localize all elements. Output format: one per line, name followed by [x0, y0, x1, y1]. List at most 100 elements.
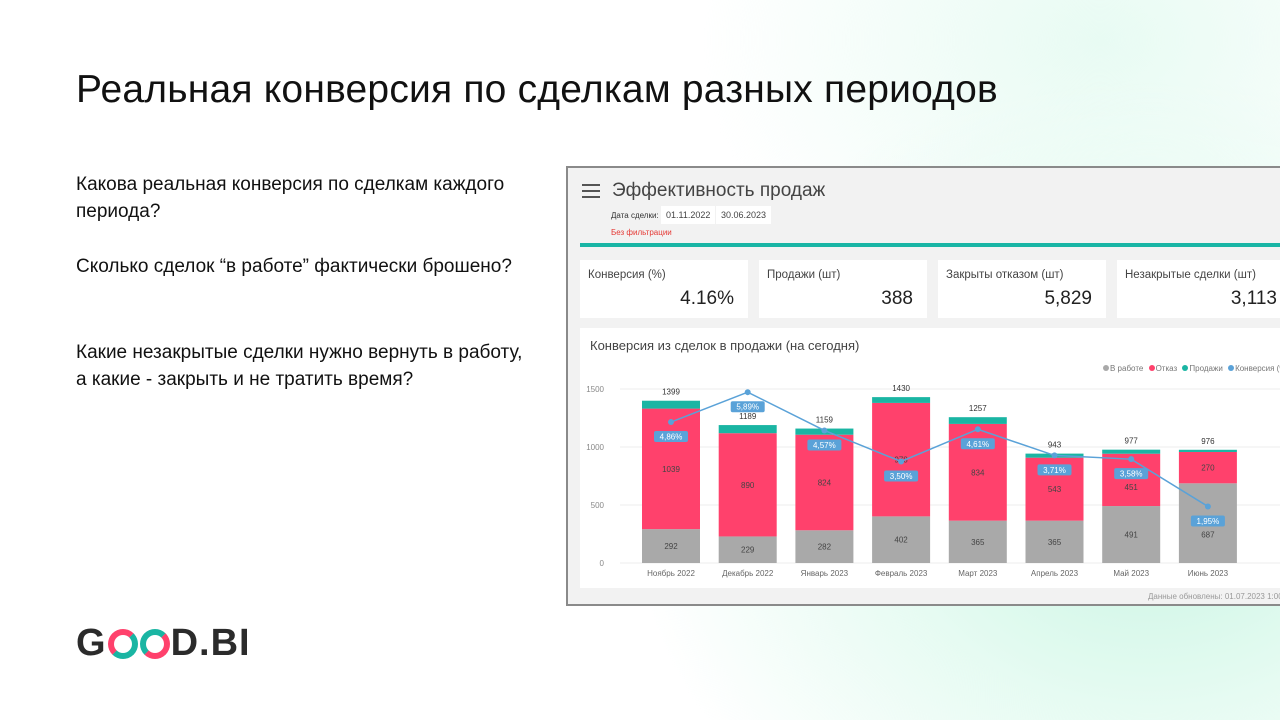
- conversion-point: [1204, 503, 1211, 510]
- conversion-label: 4,57%: [813, 441, 836, 450]
- menu-icon[interactable]: [582, 184, 600, 202]
- y-tick-label: 1500: [586, 385, 604, 394]
- bar-work: [872, 516, 931, 563]
- conversion-line: [670, 391, 1209, 508]
- bar-sales: [1102, 449, 1161, 454]
- kpi-open-deals: Незакрытые сделки (шт) 3,113: [1117, 260, 1280, 318]
- bar-refusal: [1102, 453, 1161, 507]
- x-tick-label: Январь 2023: [801, 569, 849, 578]
- legend-dot-sales: [1182, 365, 1189, 371]
- bar-work: [1025, 520, 1084, 563]
- conversion-point: [1051, 452, 1058, 459]
- conversion-label-bg: [730, 401, 765, 413]
- y-tick-label: 0: [600, 559, 605, 568]
- y-tick-label: 500: [591, 501, 605, 510]
- conversion-label-bg: [1114, 468, 1149, 480]
- bar-sales: [872, 397, 931, 403]
- conversion-point: [821, 427, 828, 434]
- bar-value-label: 491: [1125, 531, 1139, 540]
- stacked-bar-chart: 05001000150024629210391399Ноябрь 2022229…: [586, 384, 1280, 578]
- bar-refusal: [718, 433, 777, 537]
- date-label: Дата сделки:: [611, 211, 659, 220]
- conversion-label-bg: [960, 438, 995, 450]
- date-from-input[interactable]: 01.11.2022: [661, 206, 716, 224]
- conversion-label: 1,95%: [1197, 517, 1220, 526]
- date-to-input[interactable]: 30.06.2023: [716, 206, 772, 224]
- bar-value-label: 365: [971, 538, 985, 547]
- kpi-conversion: Конверсия (%) 4.16%: [580, 260, 748, 318]
- bar-value-label: 451: [1125, 483, 1139, 492]
- bar-sales: [718, 425, 777, 434]
- kpi-label: Конверсия (%): [588, 269, 666, 281]
- bar-value-label: 824: [818, 478, 832, 487]
- conversion-label: 4,86%: [660, 433, 683, 442]
- legend-sales[interactable]: Продажи: [1189, 364, 1223, 373]
- bar-refusal: [1178, 451, 1237, 484]
- bar-total-label: 943: [1048, 441, 1062, 450]
- conversion-point: [898, 458, 905, 465]
- bar-total-label: 1189: [739, 412, 757, 421]
- question-3: Какие незакрытые сделки нужно вернуть в …: [76, 342, 523, 390]
- chart-title: Конверсия из сделок в продажи (на сегодн…: [590, 338, 860, 353]
- conversion-point: [1128, 456, 1135, 463]
- bar-work: [718, 536, 777, 563]
- bar-value-label: 402: [894, 536, 908, 545]
- kpi-value: 3,113: [1230, 288, 1277, 309]
- bar-work: [795, 530, 854, 563]
- bar-value-label: 687: [1201, 530, 1215, 539]
- conversion-label-bg: [1190, 515, 1225, 527]
- bar-work: [948, 520, 1007, 563]
- conversion-point: [668, 419, 674, 426]
- bar-total-label: 1159: [816, 416, 834, 425]
- bar-value-label: 270: [1201, 464, 1215, 473]
- kpi-refused: Закрыты отказом (шт) 5,829: [938, 260, 1106, 318]
- dashboard-title: Эффективность продаж: [612, 180, 826, 201]
- conversion-label-bg: [1037, 464, 1072, 476]
- bar-total-label: 977: [1125, 437, 1139, 446]
- legend-refusal[interactable]: Отказ: [1155, 364, 1178, 373]
- x-tick-label: Май 2023: [1113, 569, 1149, 578]
- bar-sales: [1178, 449, 1237, 452]
- conversion-label: 4,61%: [966, 440, 989, 449]
- kpi-label: Незакрытые сделки (шт): [1125, 269, 1256, 281]
- goodbi-logo: G D.BI: [76, 622, 251, 664]
- bar-refusal: [795, 434, 854, 531]
- legend-dot-work: [1103, 365, 1109, 371]
- bar-sales: [948, 417, 1007, 424]
- conversion-point: [974, 426, 981, 433]
- bar-total-label: 976: [1201, 437, 1215, 446]
- conversion-chart-card: Конверсия из сделок в продажи (на сегодн…: [580, 328, 1280, 588]
- x-tick-label: Апрель 2023: [1031, 569, 1079, 578]
- bar-work: [1102, 506, 1161, 563]
- bar-value-label: 292: [664, 542, 678, 551]
- kpi-value: 5,829: [1044, 288, 1092, 309]
- bar-work: [642, 529, 700, 563]
- bar-refusal: [642, 408, 700, 530]
- dashboard-screenshot: Эффективность продаж Дата сделки: 01.11.…: [566, 166, 1280, 606]
- conversion-label: 3,50%: [890, 472, 913, 481]
- slide-title: Реальная конверсия по сделкам разных пер…: [76, 68, 998, 111]
- kpi-value: 4.16%: [680, 288, 734, 309]
- bar-value-label: 890: [741, 481, 755, 490]
- bar-total-label: 1430: [892, 384, 910, 393]
- question-1: Какова реальная конверсия по сделкам каж…: [76, 174, 505, 222]
- conversion-point: [744, 389, 751, 396]
- x-tick-label: Март 2023: [958, 569, 998, 578]
- filter-note: Без фильтрации: [611, 228, 672, 237]
- bar-value-label: 543: [1048, 485, 1062, 494]
- data-updated: Данные обновлены: 01.07.2023 1:00: [1148, 592, 1280, 601]
- bar-value-label: 1039: [662, 465, 680, 474]
- y-tick-label: 1000: [586, 443, 604, 452]
- kpi-sales: Продажи (шт) 388: [759, 260, 927, 318]
- conversion-label: 3,71%: [1043, 466, 1066, 475]
- x-tick-label: Декабрь 2022: [722, 569, 774, 578]
- conversion-label-bg: [654, 431, 688, 443]
- x-tick-label: Февраль 2023: [875, 569, 928, 578]
- legend-conversion[interactable]: Конверсия (%): [1235, 364, 1280, 373]
- kpi-label: Закрыты отказом (шт): [946, 269, 1064, 281]
- legend-work[interactable]: В работе: [1110, 364, 1144, 373]
- bar-total-label: 1399: [662, 388, 680, 397]
- legend-dot-refusal: [1148, 365, 1155, 371]
- conversion-label-bg: [884, 470, 919, 482]
- chart-legend: В работе Отказ Продажи Конверсия (%): [1100, 364, 1280, 373]
